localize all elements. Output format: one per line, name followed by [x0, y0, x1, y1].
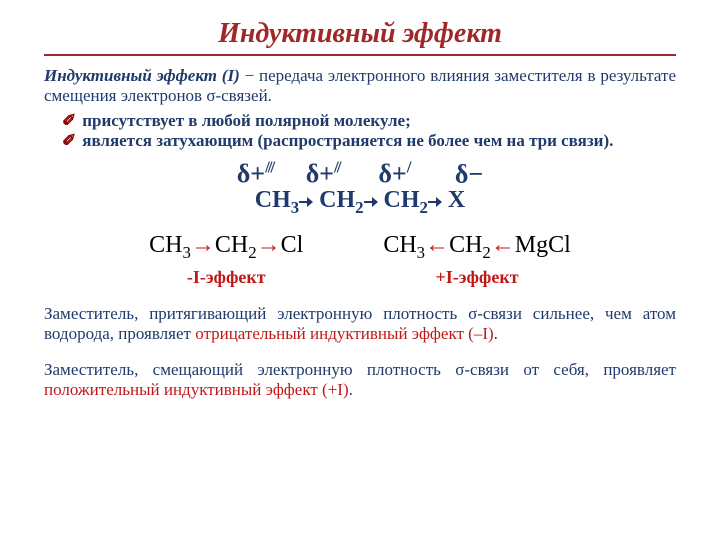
bullet-1-text: присутствует в любой полярной молекуле; — [82, 111, 676, 131]
delta-4: δ− — [455, 159, 483, 188]
examples-row: CH3→CH2→Cl -I-эффект CH3←CH2←MgCl +I-эфф… — [44, 232, 676, 288]
main-chain: CH3 CH2 CH2 X — [44, 187, 676, 218]
arrow-right-icon — [299, 197, 313, 207]
intro-term: Индуктивный эффект (I) — [44, 66, 240, 85]
bullet-2-text: является затухающим (распространяется не… — [82, 131, 676, 151]
para-pos-c: . — [349, 380, 353, 399]
ch2-group-2: CH2 — [384, 187, 428, 213]
neg-i-example: CH3→CH2→Cl -I-эффект — [149, 232, 303, 288]
title-underline — [44, 54, 676, 56]
pos-i-formula: CH3←CH2←MgCl — [383, 232, 570, 263]
ch3-group: CH3 — [255, 187, 299, 213]
delta-line: δ+/// δ+// δ+/ δ− — [44, 158, 676, 190]
para-pos: Заместитель, смещающий электронную плотн… — [44, 360, 676, 400]
check-icon: ✐ — [62, 131, 76, 151]
para-neg: Заместитель, притягивающий электронную п… — [44, 304, 676, 344]
delta-1: δ+/// — [237, 159, 273, 188]
delta-3: δ+/ — [378, 159, 409, 188]
pos-i-label: +I-эффект — [383, 267, 570, 288]
ch2-group: CH2 — [319, 187, 363, 213]
check-icon: ✐ — [62, 111, 76, 131]
para-pos-b: положительный индуктивный эффект (+I) — [44, 380, 349, 399]
bullet-list: ✐ присутствует в любой полярной молекуле… — [62, 111, 676, 152]
arrow-right-icon — [428, 197, 442, 207]
para-pos-a: Заместитель, смещающий электронную плотн… — [44, 360, 676, 379]
bullet-2: ✐ является затухающим (распространяется … — [62, 131, 676, 151]
x-group: X — [448, 187, 465, 213]
delta-2: δ+// — [306, 159, 340, 188]
page-title: Индуктивный эффект — [44, 18, 676, 50]
bullet-1: ✐ присутствует в любой полярной молекуле… — [62, 111, 676, 131]
pos-i-example: CH3←CH2←MgCl +I-эффект — [383, 232, 570, 288]
arrow-right-icon — [364, 197, 378, 207]
neg-i-formula: CH3→CH2→Cl — [149, 232, 303, 263]
para-neg-b: отрицательный индуктивный эффект (–I) — [195, 324, 493, 343]
para-neg-c: . — [494, 324, 498, 343]
intro-paragraph: Индуктивный эффект (I) − передача электр… — [44, 66, 676, 107]
neg-i-label: -I-эффект — [149, 267, 303, 288]
